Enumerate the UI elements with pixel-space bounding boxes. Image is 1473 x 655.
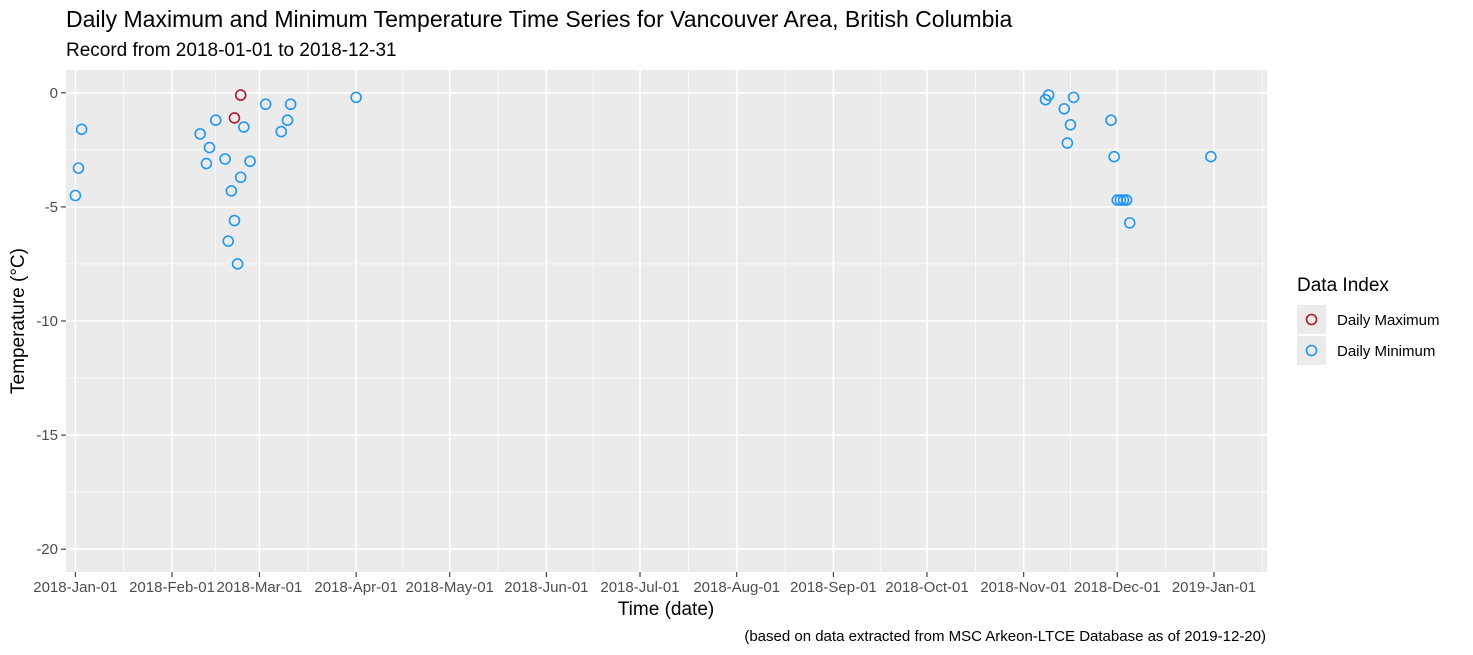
point-daily-minimum — [200, 157, 213, 170]
chart-caption: (based on data extracted from MSC Arkeon… — [744, 628, 1266, 645]
point-daily-minimum — [1205, 150, 1217, 163]
y-tick-label: 0 — [50, 85, 58, 102]
legend-symbol-max — [1305, 313, 1318, 326]
point-daily-minimum — [1105, 114, 1117, 126]
point-daily-minimum — [234, 171, 247, 184]
point-daily-minimum — [209, 114, 222, 126]
point-daily-minimum — [238, 121, 250, 133]
point-daily-minimum — [1067, 91, 1080, 104]
point-daily-minimum — [69, 189, 82, 202]
point-daily-minimum — [244, 155, 256, 168]
chart-subtitle: Record from 2018-01-01 to 2018-12-31 — [66, 40, 397, 61]
x-axis-ticks: 2018-Jan-01 2018-Feb-01 2018-Mar-01 2018-Ap… — [33, 572, 1256, 596]
x-tick-label: 2018-Dec-01 — [1074, 579, 1161, 596]
x-axis-title: Time (date) — [618, 599, 714, 620]
point-daily-minimum — [194, 128, 206, 140]
point-daily-minimum — [1114, 194, 1127, 206]
point-daily-minimum — [284, 98, 297, 111]
point-daily-minimum — [350, 91, 362, 104]
point-daily-minimum — [1123, 217, 1136, 229]
x-tick-label: 2018-Oct-01 — [885, 579, 968, 596]
legend-symbol-min — [1305, 344, 1318, 357]
data-points — [69, 89, 1217, 270]
point-daily-minimum — [1064, 118, 1077, 131]
legend-label-min: Daily Minimum — [1337, 343, 1435, 360]
point-daily-minimum — [281, 114, 294, 126]
legend-key-max — [1297, 305, 1326, 334]
x-tick-label: 2018-Mar-01 — [216, 579, 302, 596]
point-daily-minimum — [203, 141, 216, 154]
x-tick-label: 2018-Aug-01 — [693, 579, 780, 596]
point-daily-minimum — [275, 125, 288, 138]
point-daily-minimum — [231, 258, 244, 270]
legend-title: Data Index — [1297, 275, 1389, 296]
point-daily-minimum — [222, 235, 235, 247]
point-daily-minimum — [1058, 102, 1071, 115]
x-tick-label: 2018-Apr-01 — [314, 579, 397, 596]
x-tick-label: 2018-Sep-01 — [790, 579, 877, 596]
grid-major — [66, 70, 1267, 572]
point-daily-maximum — [228, 112, 241, 124]
point-daily-minimum — [228, 214, 241, 227]
y-axis-title: Temperature (°C) — [8, 248, 29, 394]
x-tick-label: 2018-Jun-01 — [504, 579, 588, 596]
point-daily-minimum — [1117, 194, 1130, 206]
legend: Data Index Daily Maximum Daily Minimum — [1297, 275, 1440, 365]
point-daily-minimum — [225, 185, 238, 197]
point-daily-minimum — [259, 98, 272, 111]
point-daily-minimum — [72, 162, 85, 174]
x-tick-label: 2018-Nov-01 — [980, 579, 1067, 596]
y-tick-label: -20 — [36, 541, 58, 558]
point-daily-minimum — [1120, 194, 1133, 206]
y-tick-label: -5 — [45, 199, 58, 216]
point-daily-minimum — [1061, 137, 1074, 149]
y-axis-ticks: 0 -5 -10 -15 -20 — [36, 85, 66, 558]
y-tick-label: -10 — [36, 313, 58, 330]
y-tick-label: -15 — [36, 427, 58, 444]
point-daily-minimum — [1042, 89, 1055, 101]
x-tick-label: 2018-May-01 — [406, 579, 494, 596]
point-daily-minimum — [219, 153, 231, 165]
point-daily-minimum — [75, 123, 88, 136]
x-tick-label: 2018-Jan-01 — [33, 579, 117, 596]
legend-key-min — [1297, 336, 1326, 365]
point-daily-maximum — [234, 89, 247, 101]
chart-title: Daily Maximum and Minimum Temperature Ti… — [66, 6, 1013, 32]
x-tick-label: 2019-Jan-01 — [1172, 579, 1256, 596]
x-tick-label: 2018-Feb-01 — [129, 579, 215, 596]
point-daily-minimum — [1108, 150, 1120, 163]
legend-label-max: Daily Maximum — [1337, 312, 1440, 329]
x-tick-label: 2018-Jul-01 — [600, 579, 679, 596]
